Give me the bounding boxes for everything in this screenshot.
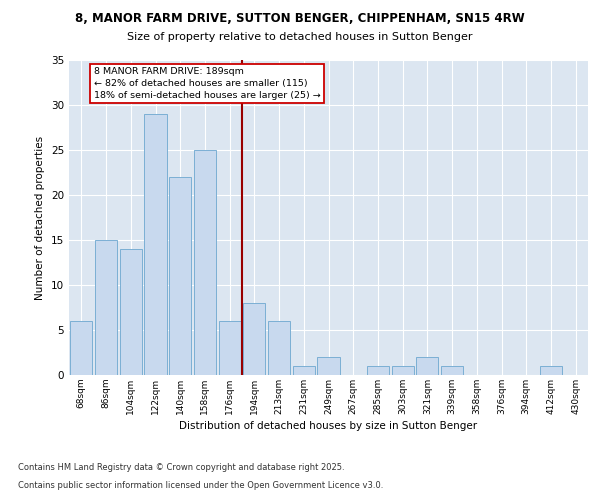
Bar [392, 366, 414, 375]
Bar [293, 366, 315, 375]
Bar [70, 321, 92, 375]
Text: 8, MANOR FARM DRIVE, SUTTON BENGER, CHIPPENHAM, SN15 4RW: 8, MANOR FARM DRIVE, SUTTON BENGER, CHIP… [75, 12, 525, 26]
X-axis label: Distribution of detached houses by size in Sutton Benger: Distribution of detached houses by size … [179, 421, 478, 431]
Text: Size of property relative to detached houses in Sutton Benger: Size of property relative to detached ho… [127, 32, 473, 42]
Bar [194, 150, 216, 375]
Bar [540, 366, 562, 375]
Bar [243, 303, 265, 375]
Y-axis label: Number of detached properties: Number of detached properties [35, 136, 46, 300]
Text: Contains public sector information licensed under the Open Government Licence v3: Contains public sector information licen… [18, 481, 383, 490]
Bar [218, 321, 241, 375]
Bar [441, 366, 463, 375]
Bar [268, 321, 290, 375]
Bar [367, 366, 389, 375]
Text: Contains HM Land Registry data © Crown copyright and database right 2025.: Contains HM Land Registry data © Crown c… [18, 464, 344, 472]
Bar [169, 177, 191, 375]
Bar [145, 114, 167, 375]
Bar [95, 240, 117, 375]
Bar [317, 357, 340, 375]
Bar [119, 249, 142, 375]
Text: 8 MANOR FARM DRIVE: 189sqm
← 82% of detached houses are smaller (115)
18% of sem: 8 MANOR FARM DRIVE: 189sqm ← 82% of deta… [94, 67, 320, 100]
Bar [416, 357, 439, 375]
